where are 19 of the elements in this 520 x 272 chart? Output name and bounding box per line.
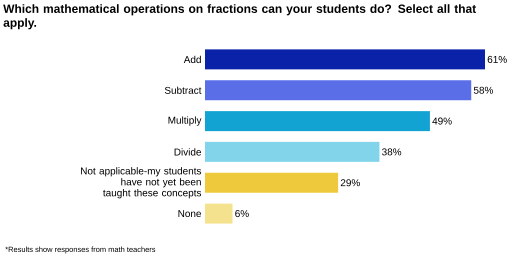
data-label: 6% [235, 210, 249, 218]
y-tick-label: Multiply [168, 116, 202, 126]
y-tick-label: None [178, 210, 202, 218]
data-label: 61% [488, 56, 507, 63]
bar [205, 49, 486, 70]
bar [205, 204, 233, 224]
data-label: 49% [432, 118, 452, 125]
bar [205, 111, 430, 132]
data-label: 58% [474, 86, 494, 94]
chart-title: Which mathematical operations on fractions can your students do? Select all that apply. [3, 4, 476, 30]
y-tick-label: Divide [174, 148, 202, 156]
bar [205, 142, 380, 162]
bar [205, 80, 472, 100]
y-tick-label: Not applicable-my students have not yet been taught these concepts [81, 167, 202, 198]
y-tick-label: Subtract [164, 86, 202, 94]
data-label: 38% [382, 148, 402, 156]
data-label: 29% [340, 179, 360, 186]
y-tick-label: Add [184, 56, 201, 64]
bar [205, 172, 338, 193]
